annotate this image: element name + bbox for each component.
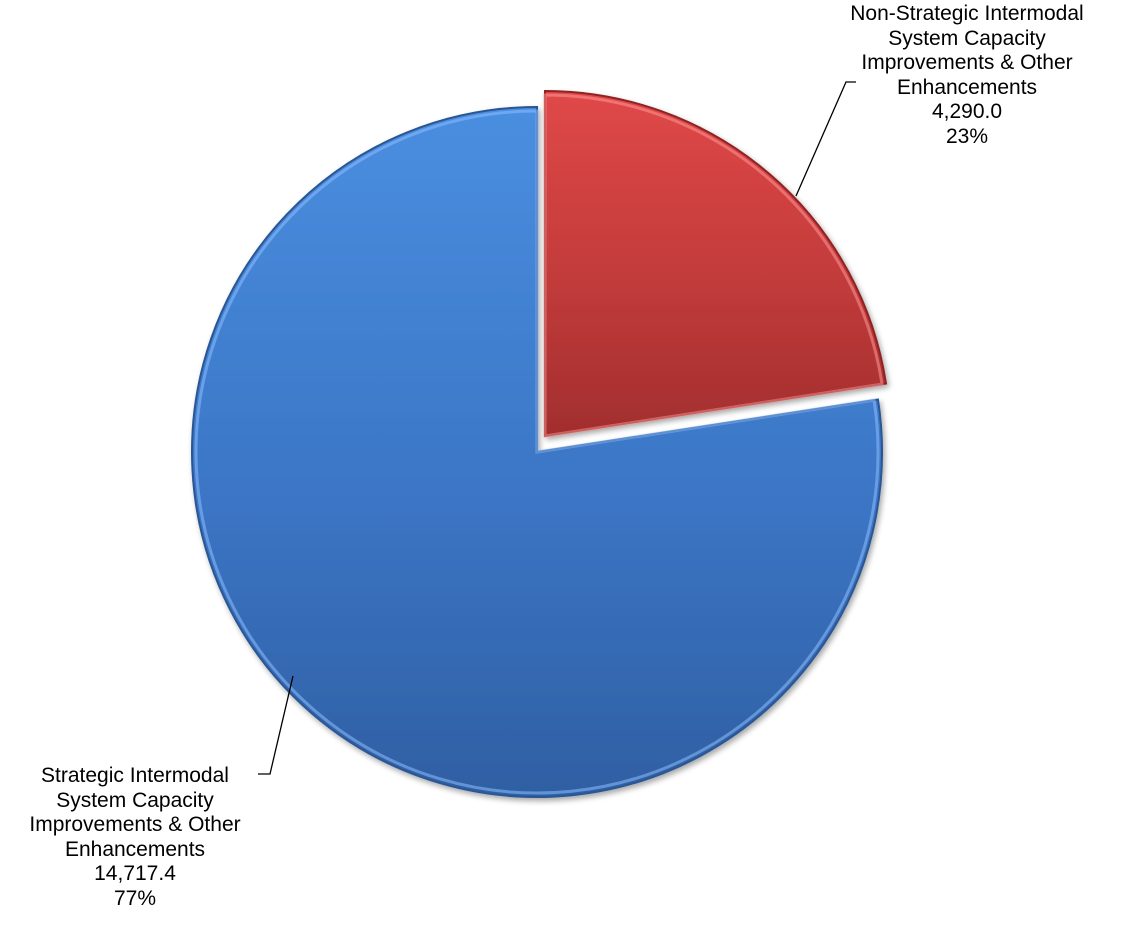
data-label-strategic: Strategic Intermodal System Capacity Imp… xyxy=(0,764,270,911)
label-line: Enhancements xyxy=(896,75,1038,99)
label-line: Improvements & Other xyxy=(861,51,1073,74)
label-line: System Capacity xyxy=(56,788,214,812)
data-label-non-strategic: Non-Strategic Intermodal System Capacity… xyxy=(800,2,1134,149)
label-line: Non-Strategic Intermodal xyxy=(850,2,1084,25)
leader-line-non-strategic xyxy=(795,81,856,197)
pie-slice-non-strategic xyxy=(544,89,888,438)
leader-lines xyxy=(258,81,856,775)
label-line: Enhancements xyxy=(64,837,206,861)
value-label: 4,290.0 xyxy=(931,100,1003,123)
pie-slice-strategic-bevel xyxy=(194,109,880,795)
pie-slices xyxy=(191,89,888,798)
pie-slice-non-strategic-bevel xyxy=(543,93,884,438)
leader-line-strategic xyxy=(258,675,294,775)
percent-label: 77% xyxy=(113,886,157,910)
label-line: Improvements & Other xyxy=(29,813,241,836)
label-line: System Capacity xyxy=(888,26,1046,50)
value-label: 14,717.4 xyxy=(94,862,176,885)
label-line: Strategic Intermodal xyxy=(41,764,229,787)
percent-label: 23% xyxy=(945,124,989,148)
